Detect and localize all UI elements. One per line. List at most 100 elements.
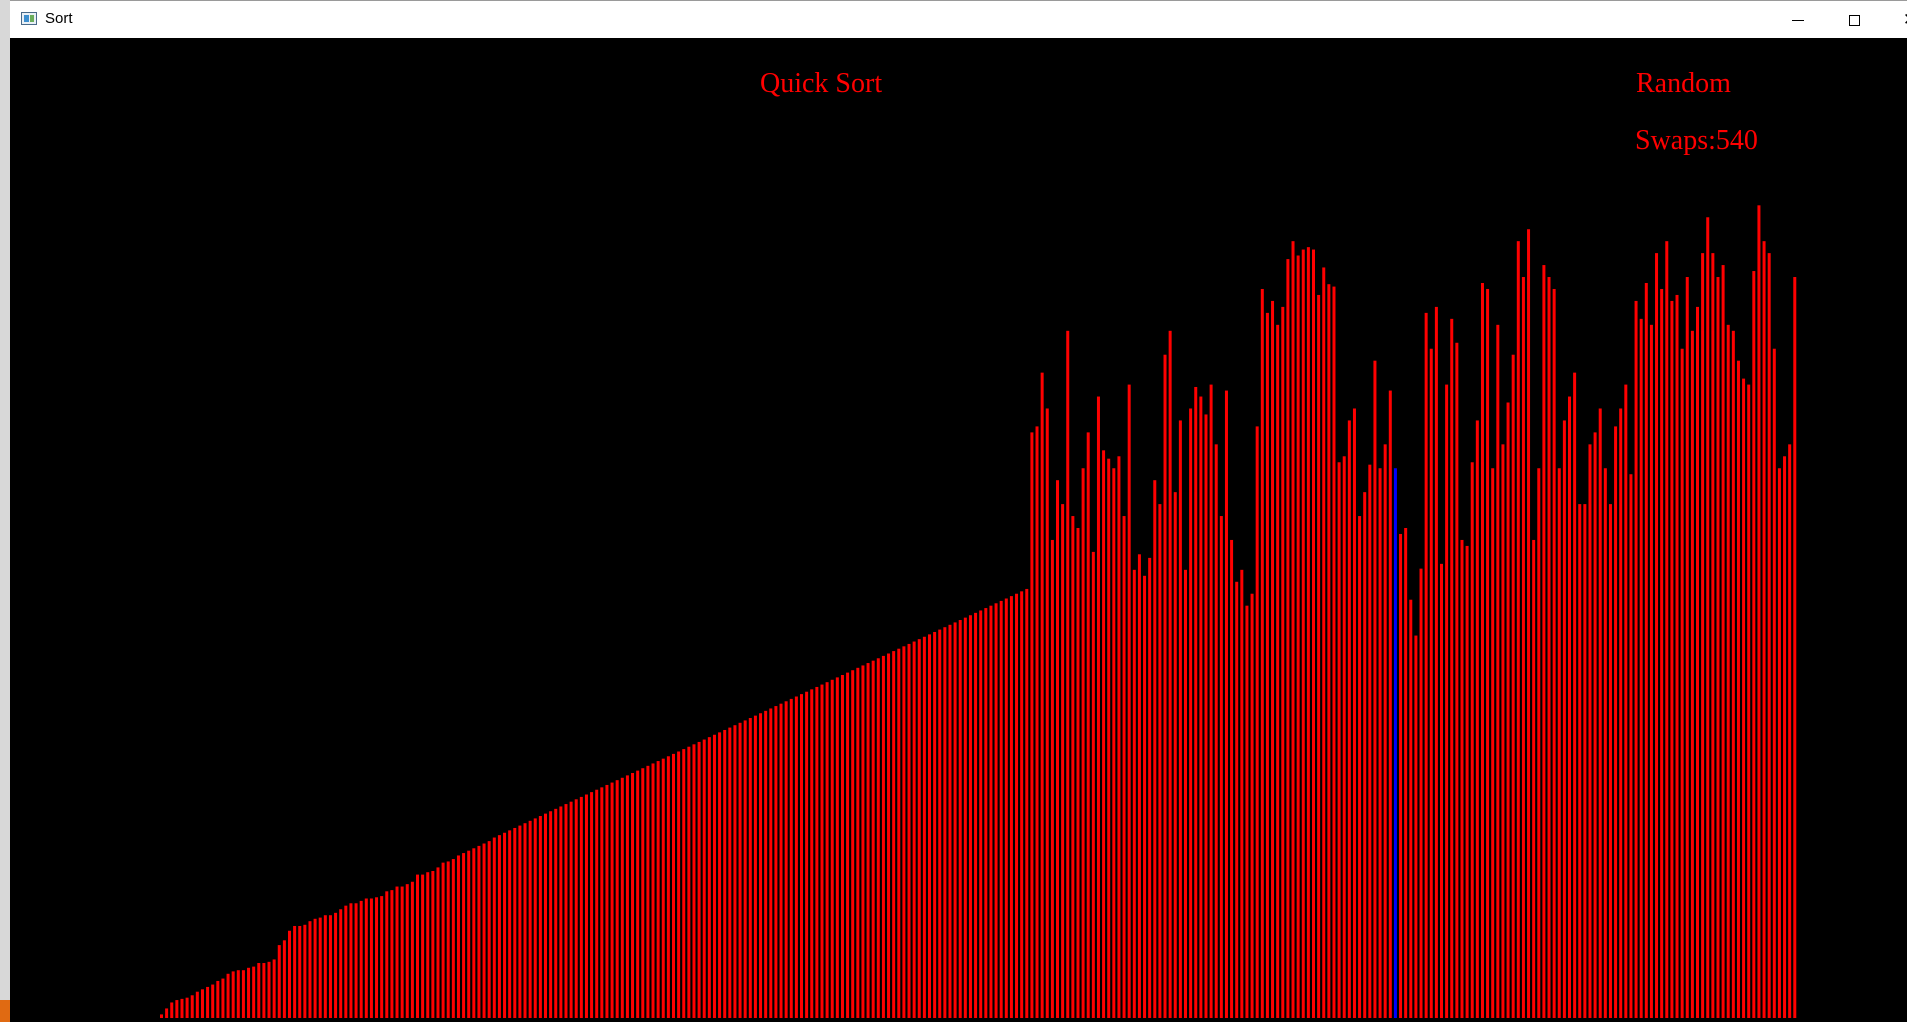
bar	[395, 886, 399, 1018]
bar	[1337, 462, 1341, 1018]
bar	[1296, 255, 1300, 1018]
bar	[687, 746, 691, 1018]
minimize-button[interactable]	[1770, 1, 1826, 39]
bar	[252, 966, 256, 1018]
maximize-icon	[1848, 14, 1860, 26]
bar	[1475, 420, 1479, 1018]
bar	[1025, 588, 1029, 1018]
bar	[1158, 504, 1162, 1019]
taskbar-edge	[0, 1000, 10, 1022]
minimize-icon	[1792, 20, 1804, 21]
bar	[1153, 480, 1157, 1018]
bar	[718, 732, 722, 1018]
bar	[697, 741, 701, 1018]
bar	[1363, 492, 1367, 1018]
bar	[856, 667, 860, 1018]
bar	[185, 997, 189, 1018]
swap-counter: Swaps:540	[1635, 125, 1758, 156]
bar	[1260, 288, 1264, 1018]
bar	[1189, 408, 1193, 1018]
bar	[620, 777, 624, 1018]
bar	[1649, 324, 1653, 1019]
bar	[472, 848, 476, 1018]
bar	[1696, 306, 1699, 1018]
bar	[974, 612, 978, 1018]
bar	[1486, 288, 1490, 1018]
bar	[1731, 330, 1735, 1018]
bar	[1542, 265, 1546, 1018]
bar	[1578, 504, 1582, 1019]
title-bar[interactable]: Sort ✕	[10, 0, 1907, 38]
bar	[1096, 396, 1100, 1018]
bar	[810, 689, 814, 1018]
bar	[994, 603, 998, 1018]
bar	[953, 622, 957, 1018]
bar	[1711, 253, 1715, 1018]
bar	[400, 886, 404, 1018]
bar	[636, 770, 640, 1018]
bar	[712, 734, 716, 1018]
bar	[569, 801, 573, 1018]
bar	[1793, 277, 1797, 1018]
bar	[682, 749, 686, 1018]
bar	[1537, 468, 1541, 1018]
bar	[272, 959, 276, 1018]
algorithm-title: Quick Sort	[760, 68, 883, 99]
bar	[1521, 277, 1525, 1018]
bar	[1706, 217, 1710, 1018]
bar	[559, 806, 563, 1018]
bar	[1399, 533, 1403, 1018]
sort-canvas: Quick Sort Random Swaps:540	[10, 38, 1907, 1022]
bar	[733, 725, 737, 1018]
bar	[1312, 249, 1315, 1019]
bar	[308, 921, 312, 1018]
bar	[421, 874, 425, 1018]
bar	[1506, 402, 1510, 1018]
bar	[1670, 300, 1674, 1018]
bar	[416, 874, 419, 1018]
bar	[1040, 372, 1044, 1018]
bar	[707, 737, 711, 1018]
close-button[interactable]: ✕	[1882, 1, 1907, 39]
bar	[1066, 330, 1070, 1018]
bar	[1783, 456, 1787, 1018]
bar	[1634, 300, 1638, 1018]
bar	[1347, 420, 1351, 1018]
bar	[1665, 241, 1669, 1019]
bar	[1132, 569, 1136, 1018]
bar	[175, 1000, 179, 1018]
bar	[1429, 348, 1433, 1019]
bar	[1178, 420, 1182, 1018]
bar	[1255, 426, 1259, 1018]
bar	[1224, 390, 1228, 1018]
bar	[928, 634, 931, 1018]
bar	[241, 970, 245, 1018]
bar	[380, 896, 384, 1018]
bar	[1788, 444, 1792, 1019]
bar	[1440, 563, 1443, 1018]
bar	[190, 995, 194, 1018]
bar	[538, 816, 542, 1018]
bar	[200, 989, 204, 1018]
bar	[1015, 593, 1019, 1018]
bar	[881, 655, 885, 1018]
bar	[328, 915, 332, 1018]
bar	[298, 925, 302, 1018]
bar	[1593, 432, 1597, 1018]
bar	[1076, 528, 1080, 1018]
bar	[544, 813, 547, 1018]
bar	[1527, 229, 1531, 1019]
maximize-button[interactable]	[1826, 1, 1882, 39]
bar	[641, 768, 645, 1018]
bar	[247, 967, 251, 1018]
bar	[1317, 294, 1321, 1018]
bar	[692, 744, 696, 1018]
bar	[1547, 277, 1551, 1018]
bar	[625, 775, 629, 1018]
bar	[1301, 249, 1305, 1019]
bar	[451, 859, 455, 1018]
bar	[1235, 581, 1239, 1018]
bar	[907, 643, 911, 1018]
bar	[743, 720, 747, 1018]
bar	[789, 698, 793, 1018]
